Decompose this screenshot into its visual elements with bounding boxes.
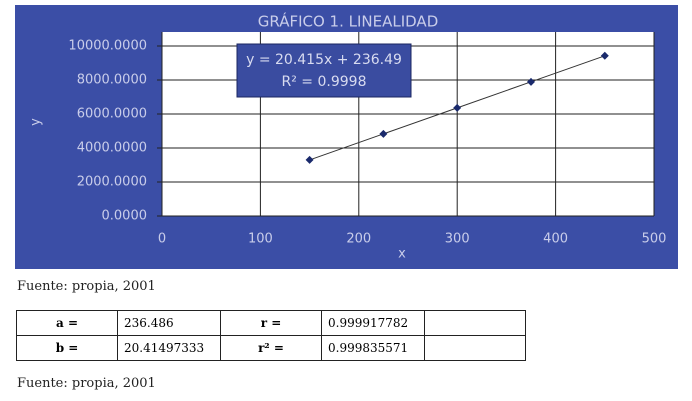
cell: 20.41497333: [117, 335, 221, 361]
cell: 0.999917782: [321, 310, 425, 336]
stats-table: a = 236.486 r = 0.999917782 b = 20.41497…: [16, 310, 526, 361]
y-tick-label: 8000.0000: [77, 73, 147, 88]
r-squared: R² = 0.9998: [282, 74, 367, 90]
cell: 0.999835571: [321, 335, 425, 361]
cell: b =: [16, 335, 118, 361]
y-tick-label: 4000.0000: [77, 141, 147, 156]
y-axis-label: y: [29, 118, 44, 126]
x-tick-label: 0: [158, 232, 166, 247]
data-point: [379, 129, 388, 138]
cell: [424, 310, 526, 336]
cell: a =: [16, 310, 118, 336]
equation-box: [236, 43, 412, 98]
data-point: [600, 51, 609, 60]
x-tick-label: 100: [248, 232, 273, 247]
caption: Fuente: propia, 2001: [17, 279, 156, 294]
cell: r =: [220, 310, 322, 336]
equation: y = 20.415x + 236.49: [246, 52, 402, 68]
y-tick-label: 6000.0000: [77, 107, 147, 122]
cell: 236.486: [117, 310, 221, 336]
table-row: a = 236.486 r = 0.999917782: [16, 310, 526, 336]
chart-title: GRÁFICO 1. LINEALIDAD: [258, 12, 439, 31]
cell: r² =: [220, 335, 322, 361]
y-tick-label: 10000.0000: [68, 39, 147, 54]
x-axis-label: x: [398, 247, 406, 262]
x-tick-label: 300: [445, 232, 470, 247]
data-point: [453, 103, 462, 112]
x-tick-label: 200: [346, 232, 371, 247]
y-tick-label: 0.0000: [102, 209, 148, 224]
table-row: b = 20.41497333 r² = 0.999835571: [16, 335, 526, 361]
data-point: [305, 155, 314, 164]
x-tick-label: 400: [543, 232, 568, 247]
cell: [424, 335, 526, 361]
x-tick-label: 500: [642, 232, 667, 247]
y-tick-label: 2000.0000: [77, 175, 147, 190]
caption: Fuente: propia, 2001: [17, 376, 156, 391]
chart: GRÁFICO 1. LINEALIDAD x y 0.0000 2000.000…: [15, 5, 678, 269]
data-point: [527, 77, 535, 86]
